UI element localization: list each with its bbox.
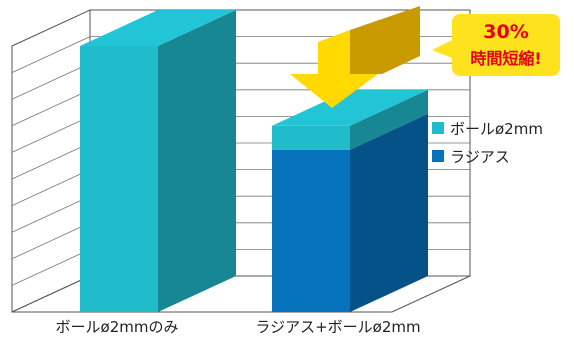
callout-percent: 30% bbox=[483, 21, 528, 43]
gridline-side bbox=[11, 62, 91, 100]
bar-segment-radius bbox=[272, 149, 350, 312]
legend-swatch-ball bbox=[432, 122, 444, 134]
bar-segment-ball bbox=[272, 125, 350, 150]
legend-label-radius: ラジアス bbox=[450, 148, 510, 166]
bar-segment-ball-top bbox=[80, 10, 236, 46]
callout-bubble-tail bbox=[432, 40, 452, 58]
bar-segment-ball bbox=[80, 46, 158, 312]
arrow-shadow bbox=[350, 6, 420, 74]
callout-text: 時間短縮! bbox=[470, 49, 541, 68]
gridline-side bbox=[11, 222, 91, 260]
callout-bubble bbox=[452, 14, 560, 76]
bar-segment-ball-side bbox=[350, 89, 428, 150]
gridline-side bbox=[11, 89, 91, 127]
category-label-0: ボールø2mmのみ bbox=[56, 318, 179, 336]
gridline-side bbox=[11, 169, 91, 206]
down-arrow-icon bbox=[290, 30, 378, 108]
gridline-side bbox=[11, 249, 91, 286]
legend-label-ball: ボールø2mm bbox=[450, 120, 543, 138]
bar-segment-ball-top bbox=[272, 89, 428, 126]
bar-segment-ball-side bbox=[158, 10, 236, 312]
gridline-side bbox=[11, 195, 91, 233]
bars bbox=[80, 10, 428, 313]
legend: ボールø2mm ラジアス bbox=[432, 120, 543, 166]
category-label-1: ラジアス+ボールø2mm bbox=[255, 318, 420, 336]
gridline-side bbox=[11, 36, 91, 73]
legend-swatch-radius bbox=[432, 150, 444, 162]
time-reduction-callout: 30% 時間短縮! bbox=[290, 6, 560, 108]
gridline-side bbox=[11, 142, 91, 180]
bar-segment-radius-side bbox=[350, 113, 428, 313]
gridline-side bbox=[11, 116, 91, 153]
